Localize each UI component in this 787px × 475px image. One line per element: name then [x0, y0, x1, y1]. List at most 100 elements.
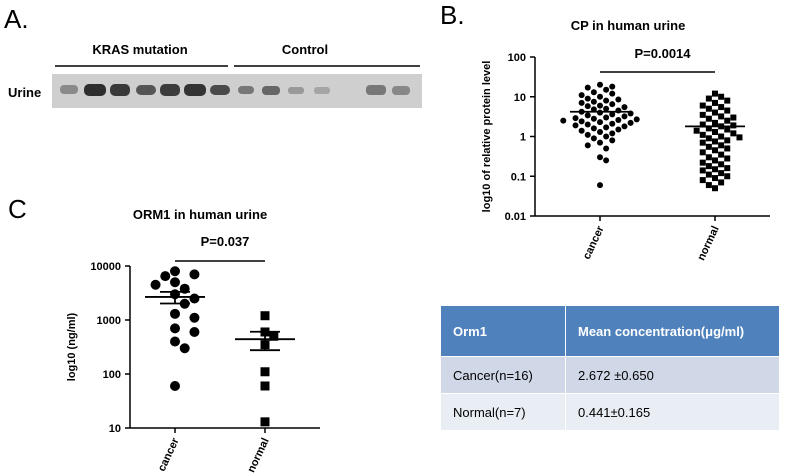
data-point: [584, 131, 591, 138]
data-point: [170, 323, 180, 334]
data-point: [578, 92, 585, 99]
table-cell: 2.672 ±0.650: [565, 356, 780, 394]
data-point: [730, 114, 737, 121]
data-point: [712, 175, 718, 182]
y-tick-label: 1000: [97, 315, 121, 327]
data-point: [724, 137, 731, 144]
data-point: [578, 99, 585, 106]
data-point: [597, 81, 603, 88]
table-cell: 0.441±0.165: [565, 393, 780, 431]
data-point: [718, 142, 725, 149]
panel-label: B.: [440, 0, 465, 30]
data-point: [170, 308, 180, 319]
annotation: P=0.0014: [634, 46, 691, 61]
data-point: [590, 115, 597, 122]
data-point: [189, 312, 200, 323]
data-point: [590, 89, 597, 96]
y-tick-label: 10: [514, 92, 526, 104]
data-point: [718, 170, 725, 177]
data-point: [705, 95, 712, 102]
data-point: [170, 336, 180, 347]
data-point: [179, 343, 190, 354]
data-point: [597, 182, 603, 189]
data-point: [718, 179, 725, 186]
summary-table: Orm1 Mean concentration(μg/ml) Cancer(n=1…: [440, 305, 780, 431]
data-point: [724, 145, 731, 152]
data-point: [189, 293, 200, 304]
data-point: [615, 126, 622, 133]
y-tick-label: 10000: [90, 261, 121, 273]
data-point: [705, 154, 712, 161]
data-point: [718, 151, 725, 158]
data-point: [609, 90, 616, 97]
data-point: [712, 119, 718, 126]
data-point: [609, 137, 616, 144]
data-point: [730, 122, 737, 129]
data-point: [572, 115, 579, 122]
y-tick-label: 0.01: [505, 211, 526, 223]
data-point: [189, 326, 200, 337]
data-point: [718, 161, 725, 168]
data-point: [584, 112, 591, 119]
chart-title: ORM1 in human urine: [133, 207, 267, 222]
panel-label: A.: [4, 4, 29, 34]
data-point: [699, 167, 706, 174]
data-point: [705, 163, 712, 170]
data-point: [584, 84, 591, 91]
data-point: [712, 90, 718, 97]
data-point: [699, 177, 706, 184]
blot-group-label: KRAS mutation: [92, 42, 187, 57]
error-bar: [250, 330, 280, 352]
data-point: [260, 367, 270, 377]
data-point: [724, 117, 731, 124]
data-point: [160, 271, 171, 282]
chart-title: CP in human urine: [571, 18, 686, 33]
data-point: [170, 266, 180, 277]
table-cell: Cancer(n=16): [440, 356, 566, 394]
data-point: [712, 109, 718, 116]
blot-image: [52, 74, 422, 108]
data-point: [621, 104, 628, 111]
data-point: [597, 139, 603, 146]
data-point: [260, 381, 270, 391]
data-point: [699, 102, 706, 109]
table-header: Mean concentration(μg/ml): [565, 305, 780, 357]
data-point: [705, 125, 712, 132]
data-point: [712, 138, 718, 145]
data-point: [621, 113, 628, 120]
data-point: [584, 103, 591, 110]
table-header: Orm1: [440, 305, 566, 357]
data-point: [712, 157, 718, 164]
data-point: [718, 113, 725, 120]
data-point: [609, 120, 616, 127]
data-point: [597, 128, 603, 135]
data-point: [724, 173, 731, 180]
data-point: [699, 159, 706, 166]
data-point: [260, 417, 270, 427]
data-point: [615, 107, 622, 114]
data-point: [603, 114, 610, 121]
y-axis-label: log10 of relative protein level: [481, 61, 493, 213]
data-point: [724, 165, 731, 172]
data-point: [712, 147, 718, 154]
data-point: [712, 128, 718, 135]
data-point: [590, 125, 597, 132]
data-point: [705, 105, 712, 112]
data-point: [615, 96, 622, 103]
data-point: [609, 83, 616, 90]
data-point: [170, 380, 180, 391]
data-point: [590, 98, 597, 105]
data-point: [578, 118, 585, 125]
data-point: [269, 331, 279, 341]
data-point: [712, 185, 718, 192]
x-tick-label: cancer: [156, 436, 182, 474]
data-point: [736, 134, 743, 141]
y-tick-label: 10: [109, 423, 121, 435]
data-point: [603, 133, 610, 140]
data-point: [603, 145, 610, 152]
data-point: [189, 269, 200, 280]
data-point: [597, 119, 603, 126]
data-point: [260, 311, 270, 321]
